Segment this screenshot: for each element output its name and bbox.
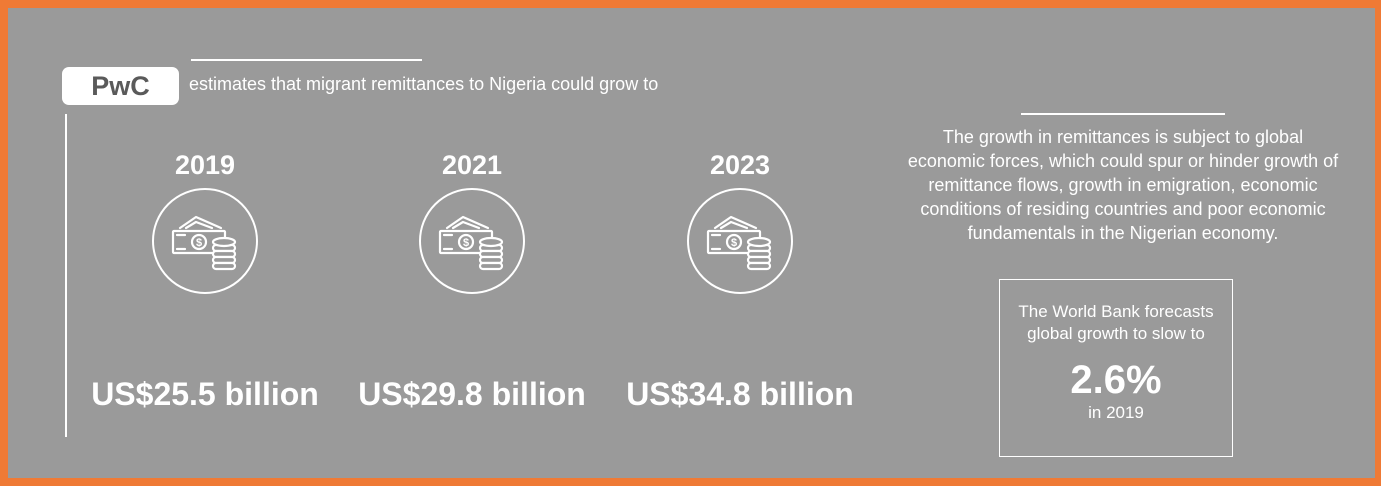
pwc-badge: PwC xyxy=(62,67,179,105)
projection-2021: 2021 $ US$29.8 billion xyxy=(352,148,592,413)
cash-coins-icon: $ xyxy=(152,188,258,294)
projection-amount: US$34.8 billion xyxy=(626,376,854,412)
infographic-panel: PwC estimates that migrant remittances t… xyxy=(8,8,1375,478)
projection-year: 2019 xyxy=(174,150,236,180)
projection-amount: US$25.5 billion xyxy=(91,376,319,412)
projection-2023: 2023 $ US$34.8 billion xyxy=(620,148,860,413)
projection-year: 2021 xyxy=(441,150,503,180)
cash-coins-icon: $ xyxy=(687,188,793,294)
header-rule xyxy=(191,59,422,61)
remittance-note: The growth in remittances is subject to … xyxy=(907,127,1339,243)
world-bank-forecast-box: The World Bank forecasts global growth t… xyxy=(999,279,1233,457)
projection-amount: US$29.8 billion xyxy=(358,376,586,412)
note-rule xyxy=(1021,113,1225,115)
forecast-value: 2.6% xyxy=(1070,358,1162,402)
cash-coins-icon: $ xyxy=(419,188,525,294)
intro-text: estimates that migrant remittances to Ni… xyxy=(189,74,659,94)
svg-text:$: $ xyxy=(463,237,469,249)
projection-2019: 2019 $ US$25.5 billion xyxy=(85,148,325,413)
forecast-text: The World Bank forecasts global growth t… xyxy=(1018,302,1214,343)
projection-year: 2023 xyxy=(709,150,771,180)
forecast-period: in 2019 xyxy=(1088,403,1144,422)
svg-text:$: $ xyxy=(731,237,737,249)
vertical-divider xyxy=(65,114,67,437)
svg-text:$: $ xyxy=(196,237,202,249)
